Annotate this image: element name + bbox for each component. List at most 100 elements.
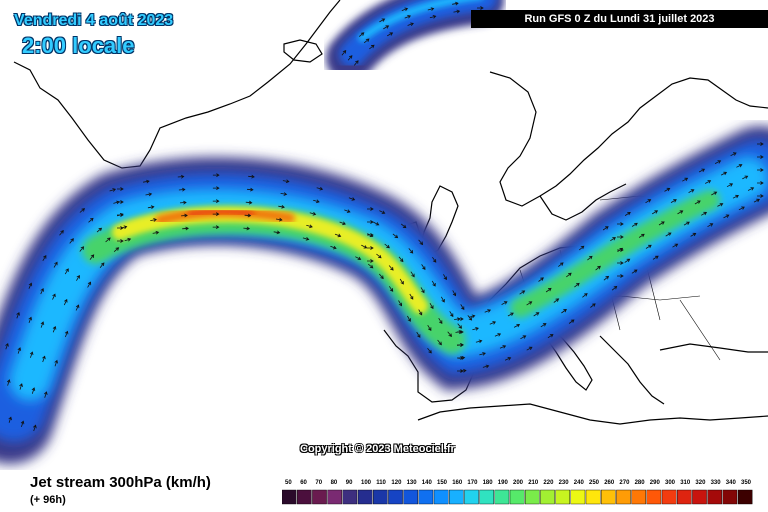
wind-arrow: [113, 200, 120, 205]
wind-arrow: [181, 213, 188, 218]
wind-arrow: [212, 173, 220, 178]
wind-arrow: [31, 387, 36, 394]
scale-tick-label: 310: [680, 480, 691, 486]
wind-arrow: [482, 364, 490, 369]
wind-arrow: [467, 315, 473, 321]
wind-arrow: [29, 351, 34, 358]
scale-tick-label: 300: [665, 480, 676, 486]
wind-arrow: [690, 232, 697, 237]
wind-arrow: [363, 38, 370, 44]
wind-arrow: [383, 25, 390, 30]
wind-arrow: [736, 164, 743, 168]
wind-arrow: [124, 237, 132, 242]
wind-arrow: [757, 194, 764, 198]
wind-arrow: [376, 253, 382, 259]
wind-arrow: [726, 183, 734, 188]
wind-arrow: [373, 221, 380, 226]
wind-arrow: [361, 244, 368, 249]
wind-arrow: [582, 293, 588, 298]
forecast-local-time: 2:00 locale: [22, 33, 135, 58]
wind-arrows: [5, 1, 764, 432]
wind-arrow: [617, 261, 624, 265]
wind-arrow: [449, 311, 454, 318]
wind-arrow: [416, 331, 421, 338]
wind-arrow: [384, 243, 390, 249]
wind-arrow: [432, 256, 437, 263]
wind-arrow: [438, 317, 443, 324]
copyright-notice: Copyright © 2023 Meteociel.fr: [300, 443, 455, 455]
scale-tick-label: 80: [331, 480, 338, 486]
model-run-banner: Run GFS 0 Z du Lundi 31 juillet 2023: [471, 10, 768, 28]
wind-arrow: [379, 18, 386, 23]
scale-tick-label: 50: [285, 480, 292, 486]
wind-arrow: [456, 343, 464, 347]
wind-arrow: [398, 256, 404, 263]
wind-arrow: [440, 296, 445, 303]
wind-arrow: [566, 272, 572, 278]
wind-arrow: [404, 15, 412, 19]
wind-arrow: [477, 6, 484, 10]
scale-color-swatch: [372, 489, 388, 505]
wind-arrow: [454, 317, 461, 322]
wind-arrow: [348, 197, 356, 201]
wind-arrow: [143, 179, 150, 184]
scale-tick-label: 330: [711, 480, 722, 486]
scale-tick-label: 60: [300, 480, 307, 486]
color-scale-legend: 50 60 70 80 90 100 110 120 130 140 150 160 170 180 190…: [282, 480, 753, 505]
wind-arrow: [757, 181, 764, 185]
scale-color-swatch: [433, 489, 449, 505]
africa-coast: [417, 403, 768, 425]
wind-arrow: [398, 300, 402, 307]
wind-arrow: [427, 324, 432, 331]
wind-arrow: [617, 222, 624, 226]
scale-color-swatch: [601, 489, 616, 505]
scale-tick-label: 190: [498, 480, 509, 486]
scale-tick-label: 250: [589, 480, 600, 486]
scale-color-swatch: [585, 489, 601, 505]
wind-arrow: [388, 265, 394, 271]
wind-arrow: [574, 282, 580, 288]
wind-arrow: [757, 155, 764, 159]
wind-arrow: [179, 200, 187, 205]
wind-arrow: [447, 331, 453, 337]
wind-arrow: [670, 199, 677, 203]
wind-arrow: [280, 192, 288, 196]
scale-color-swatch: [479, 489, 495, 505]
scale-tick-label: 200: [513, 480, 524, 486]
wind-arrow: [388, 286, 394, 292]
wind-arrow: [624, 212, 631, 216]
wind-arrow: [553, 298, 560, 303]
wind-arrow: [367, 220, 374, 224]
wind-arrow: [578, 245, 585, 251]
wind-arrow: [79, 208, 85, 213]
wind-arrow: [313, 199, 320, 204]
wind-arrow: [87, 281, 92, 288]
wind-arrow: [302, 237, 310, 241]
wind-arrow: [558, 262, 564, 267]
scale-tick-label: 180: [483, 480, 494, 486]
wind-arrow: [347, 55, 353, 61]
wind-arrow: [427, 7, 435, 11]
wind-arrow: [431, 280, 436, 287]
wind-arrow: [698, 168, 706, 173]
wind-arrow: [645, 199, 652, 204]
wind-arrow: [672, 243, 679, 248]
wind-arrow: [344, 209, 351, 213]
wind-arrow: [212, 225, 220, 230]
wind-arrow: [392, 233, 399, 239]
wind-arrow: [723, 214, 730, 219]
wind-arrow: [278, 204, 285, 209]
wind-arrow: [420, 287, 425, 294]
wind-arrow: [355, 256, 362, 260]
scale-color-swatch: [631, 489, 647, 505]
wind-arrow: [738, 206, 745, 211]
wind-arrow: [459, 368, 467, 373]
scale-tick-label: 210: [528, 480, 539, 486]
scale-tick-label: 170: [467, 480, 478, 486]
scale-color-swatch: [524, 489, 540, 505]
wind-arrow: [453, 9, 461, 14]
wind-arrow: [88, 217, 94, 223]
wind-arrow: [757, 168, 764, 172]
wind-arrow: [624, 258, 631, 263]
